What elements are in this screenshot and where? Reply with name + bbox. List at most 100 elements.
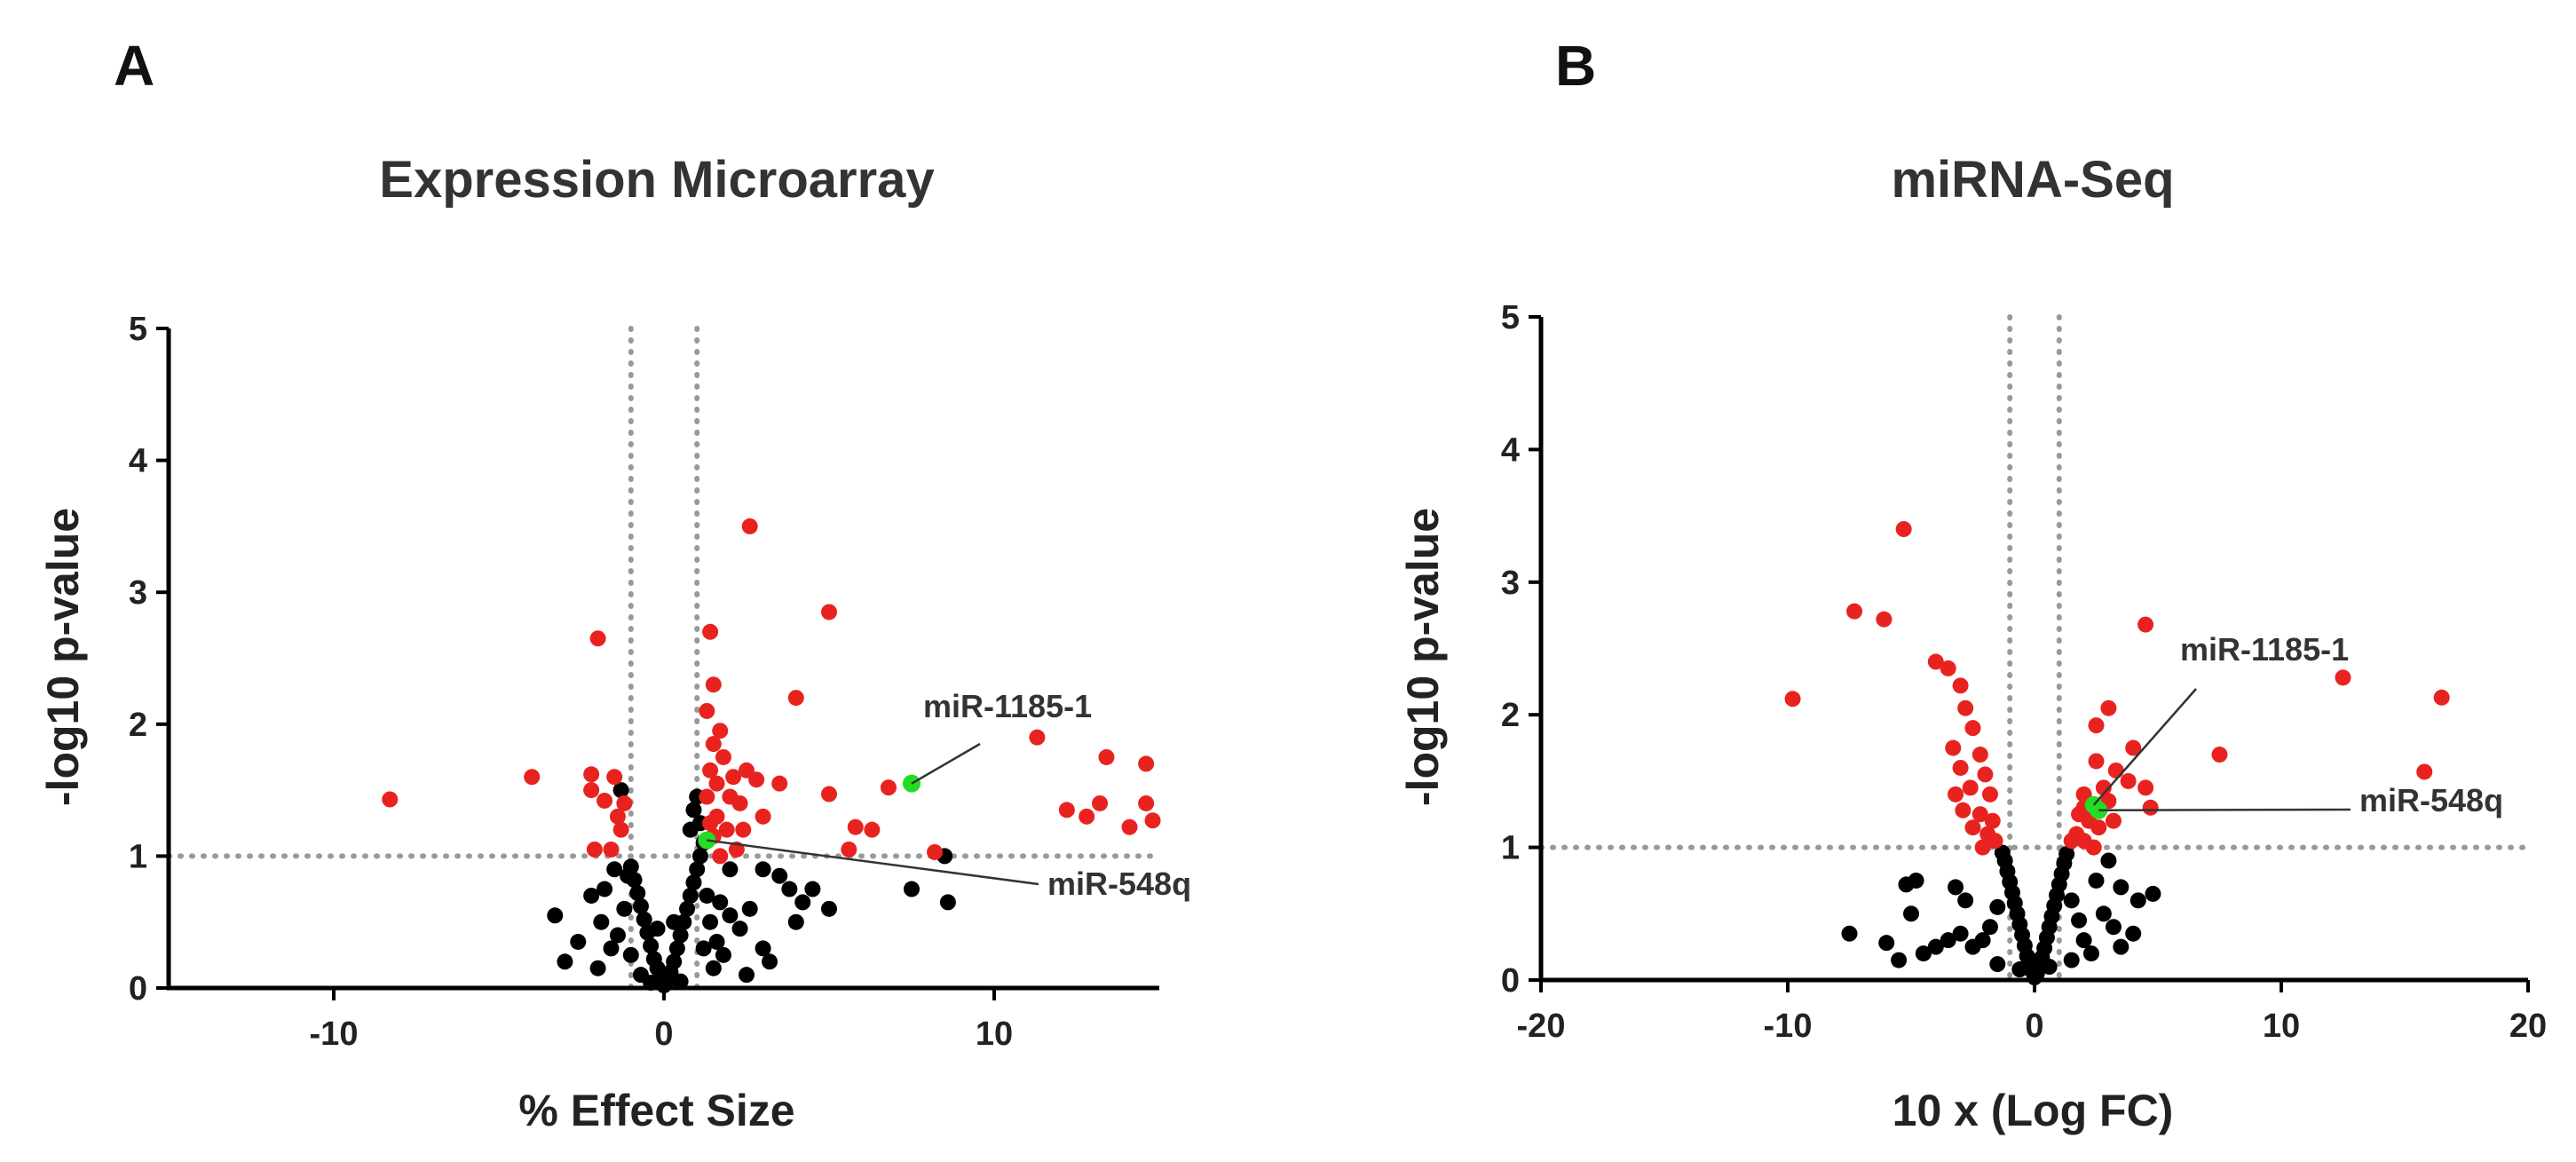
data-point-nonsignificant [682, 821, 699, 838]
data-point-nonsignificant [2113, 938, 2130, 955]
data-point-nonsignificant [705, 960, 722, 976]
data-point-nonsignificant [2145, 885, 2161, 902]
data-point-significant [612, 821, 629, 838]
data-point-nonsignificant [821, 900, 837, 917]
y-tick-label: 0 [129, 970, 147, 1008]
data-point-nonsignificant [741, 900, 758, 917]
data-point-significant [1952, 759, 1969, 776]
data-point-significant [2137, 779, 2154, 796]
data-point-significant [735, 821, 752, 838]
annotation-pointer [2092, 688, 2197, 806]
data-point-significant [1987, 833, 2003, 850]
data-point-nonsignificant [612, 782, 629, 799]
data-point-significant [609, 808, 626, 825]
data-point-nonsignificant [2105, 919, 2122, 936]
data-point-significant [589, 630, 606, 647]
data-point-nonsignificant [643, 975, 660, 992]
annotation-label: miR-1185-1 [923, 688, 1092, 724]
data-point-nonsignificant [597, 881, 613, 897]
data-point-nonsignificant [2063, 892, 2080, 909]
data-point-nonsignificant [731, 921, 748, 937]
data-point-significant [1940, 660, 1956, 676]
y-tick-label: 1 [1501, 830, 1520, 867]
x-tick-label: 0 [654, 1016, 673, 1053]
data-point-significant [771, 775, 788, 792]
data-point-nonsignificant [620, 867, 636, 884]
data-point-significant [1981, 786, 1998, 802]
data-point-nonsignificant [722, 907, 739, 924]
data-point-nonsignificant [616, 900, 633, 917]
data-point-significant [725, 769, 742, 786]
data-point-significant [1138, 755, 1155, 772]
data-point-nonsignificant [1957, 892, 1974, 909]
x-tick-label: -10 [1764, 1008, 1813, 1045]
data-point-significant [1984, 812, 2001, 829]
x-axis-label: 10 x (Log FC) [1892, 1086, 2174, 1135]
data-point-significant [821, 786, 837, 802]
data-point-significant [1948, 786, 1964, 802]
data-point-significant [2090, 819, 2107, 836]
data-point-nonsignificant [2071, 912, 2088, 929]
data-point-significant [586, 841, 603, 858]
data-point-nonsignificant [715, 946, 731, 963]
data-point-significant [2335, 669, 2351, 686]
data-point-significant [1092, 794, 1109, 811]
data-point-significant [1955, 802, 1972, 818]
data-point-nonsignificant [672, 927, 689, 944]
data-point-nonsignificant [2130, 892, 2146, 909]
data-point-nonsignificant [668, 940, 685, 957]
data-point-significant [1972, 747, 1988, 763]
data-point-significant [2085, 839, 2102, 856]
data-point-significant [841, 841, 857, 858]
data-point-significant [2120, 772, 2137, 789]
data-point-significant [1144, 812, 1161, 829]
chart-title: Expression Microarray [379, 151, 934, 209]
x-tick-label: 10 [976, 1016, 1013, 1053]
y-tick-label: 2 [1501, 697, 1520, 734]
data-point-nonsignificant [771, 867, 788, 884]
y-tick-label: 2 [129, 707, 147, 744]
y-axis-label: -log10 p-value [1398, 508, 1448, 806]
x-tick-label: -20 [1517, 1008, 1566, 1045]
data-point-significant [787, 690, 804, 707]
data-point-significant [705, 676, 722, 693]
data-point-significant [699, 702, 715, 719]
data-point-nonsignificant [649, 921, 666, 937]
data-point-significant [702, 815, 719, 832]
data-point-nonsignificant [708, 933, 725, 950]
data-point-nonsignificant [1989, 956, 2006, 973]
data-point-nonsignificant [1891, 952, 1908, 968]
data-point-significant [1927, 653, 1944, 670]
data-point-nonsignificant [1952, 925, 1969, 942]
data-point-nonsignificant [557, 953, 573, 970]
annotation-pointer [911, 742, 981, 785]
data-point-significant [2100, 700, 2117, 716]
data-point-nonsignificant [1908, 872, 1924, 889]
data-point-significant [748, 771, 765, 788]
x-tick-label: 0 [2025, 1008, 2043, 1045]
data-point-significant [382, 791, 399, 808]
data-point-nonsignificant [2125, 925, 2142, 942]
data-point-nonsignificant [2058, 846, 2075, 863]
data-point-significant [2107, 762, 2124, 779]
data-point-nonsignificant [1964, 938, 1981, 955]
panel-letter: A [114, 34, 154, 98]
data-point-nonsignificant [666, 913, 683, 930]
data-point-significant [702, 762, 719, 779]
data-point-nonsignificant [1841, 925, 1858, 942]
y-tick-label: 5 [1501, 299, 1520, 336]
data-point-nonsignificant [609, 927, 626, 944]
data-point-nonsignificant [1903, 905, 1919, 922]
data-point-nonsignificant [2088, 872, 2105, 889]
data-point-significant [880, 779, 897, 796]
data-point-nonsignificant [712, 894, 729, 911]
data-point-significant [2211, 747, 2228, 763]
data-point-nonsignificant [2011, 961, 2028, 978]
data-point-significant [583, 766, 600, 783]
data-point-nonsignificant [689, 861, 706, 878]
data-point-nonsignificant [672, 973, 689, 990]
y-tick-label: 3 [129, 574, 147, 612]
data-point-nonsignificant [804, 881, 821, 897]
data-point-nonsignificant [939, 894, 956, 911]
data-point-significant [1876, 611, 1892, 628]
